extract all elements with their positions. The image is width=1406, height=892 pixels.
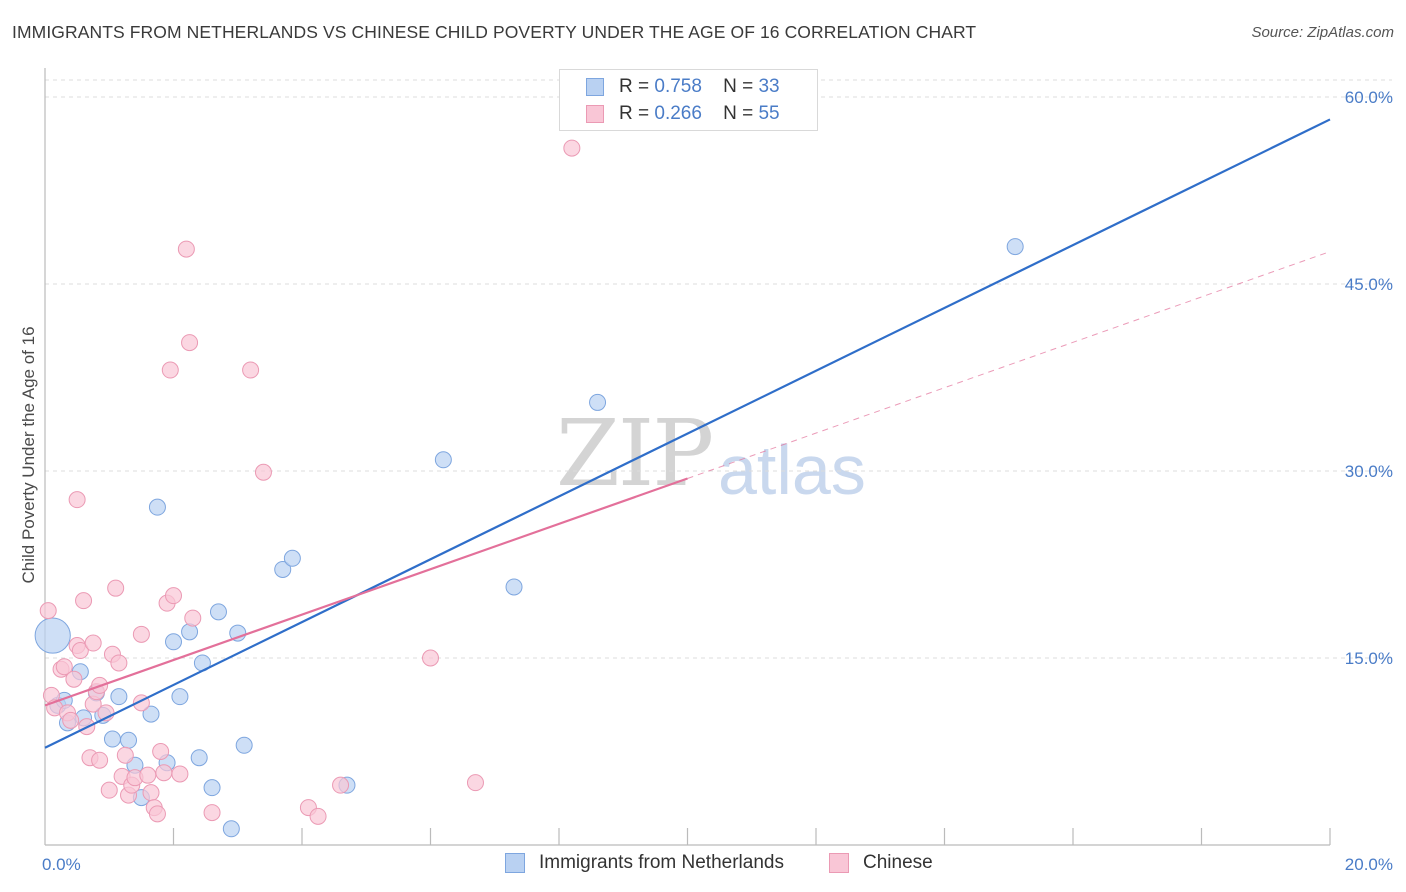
trend-line-chinese	[44, 477, 688, 707]
legend-swatch-netherlands	[505, 853, 525, 873]
point-chinese	[563, 139, 581, 157]
point-chinese	[181, 334, 199, 352]
legend-swatch-netherlands	[586, 78, 604, 96]
y-axis-label: Child Poverty Under the Age of 16	[19, 326, 38, 583]
legend-stats-chinese: R = 0.266 N = 55	[619, 103, 780, 124]
trend-line-netherlands	[44, 118, 1331, 749]
legend-swatch-chinese	[586, 105, 604, 123]
x-tick-label: 20.0%	[1345, 855, 1393, 874]
point-chinese	[75, 592, 93, 610]
point-chinese	[165, 587, 182, 605]
point-chinese	[203, 804, 221, 822]
point-chinese	[132, 625, 150, 643]
legend-swatch-chinese	[829, 853, 849, 873]
y-tick-label: 60.0%	[1345, 88, 1393, 107]
point-netherlands	[1006, 238, 1024, 256]
chart-title: IMMIGRANTS FROM NETHERLANDS VS CHINESE C…	[12, 22, 977, 42]
point-netherlands	[171, 688, 189, 706]
trend-line-chinese-extrapolated	[687, 251, 1331, 479]
point-netherlands	[235, 736, 253, 754]
watermark-atlas: atlas	[718, 431, 866, 509]
point-chinese	[466, 774, 484, 792]
point-netherlands	[148, 498, 166, 516]
point-chinese	[422, 649, 439, 667]
point-netherlands	[229, 624, 247, 642]
point-netherlands	[589, 393, 607, 411]
point-chinese	[55, 658, 73, 676]
point-netherlands	[505, 578, 523, 596]
point-netherlands	[283, 549, 301, 567]
point-chinese	[148, 805, 166, 823]
legend-stats-netherlands: R = 0.758 N = 33	[619, 76, 780, 97]
y-tick-label: 45.0%	[1345, 275, 1393, 294]
point-chinese	[84, 634, 102, 652]
point-netherlands	[34, 617, 71, 654]
point-chinese	[171, 765, 189, 783]
point-chinese	[152, 743, 170, 760]
point-netherlands	[142, 705, 160, 723]
point-netherlands	[222, 820, 240, 838]
point-chinese	[62, 711, 80, 729]
point-netherlands	[434, 451, 452, 469]
legend-label-netherlands: Immigrants from Netherlands	[539, 852, 784, 873]
y-tick-label: 15.0%	[1345, 649, 1393, 668]
point-netherlands	[209, 603, 227, 621]
x-tick-label: 0.0%	[42, 855, 81, 874]
point-chinese	[71, 642, 89, 660]
point-chinese	[116, 746, 134, 764]
axis-labels: 15.0% 30.0% 45.0% 60.0% 0.0% 20.0% Child Pover…	[19, 88, 1393, 874]
point-chinese	[139, 766, 157, 784]
point-chinese	[309, 807, 327, 825]
point-chinese	[110, 654, 128, 672]
point-chinese	[332, 776, 350, 794]
point-netherlands	[103, 730, 121, 748]
point-chinese	[107, 579, 125, 597]
point-netherlands	[203, 779, 221, 797]
point-chinese	[68, 491, 86, 509]
point-netherlands	[165, 633, 182, 651]
y-tick-label: 30.0%	[1345, 462, 1393, 481]
data-points	[34, 139, 1024, 838]
watermark-zip: ZIP	[556, 400, 714, 507]
source-credit: Source: ZipAtlas.com	[1251, 24, 1394, 41]
point-chinese	[39, 602, 57, 620]
point-netherlands	[120, 731, 138, 749]
point-chinese	[91, 751, 109, 769]
axes	[44, 68, 1331, 846]
point-chinese	[177, 240, 195, 258]
point-chinese	[155, 764, 173, 782]
point-chinese	[161, 361, 179, 379]
point-chinese	[100, 781, 118, 799]
point-netherlands	[110, 688, 128, 706]
point-chinese	[184, 609, 202, 627]
trend-lines	[44, 118, 1331, 749]
point-netherlands	[190, 749, 208, 767]
stats-legend: R = 0.758 N = 33 R = 0.266 N = 55	[559, 69, 818, 131]
point-chinese	[242, 361, 260, 379]
point-netherlands	[274, 560, 292, 578]
point-chinese	[142, 784, 160, 802]
point-chinese	[65, 670, 83, 688]
point-chinese	[254, 463, 272, 481]
legend-label-chinese: Chinese	[863, 852, 933, 873]
